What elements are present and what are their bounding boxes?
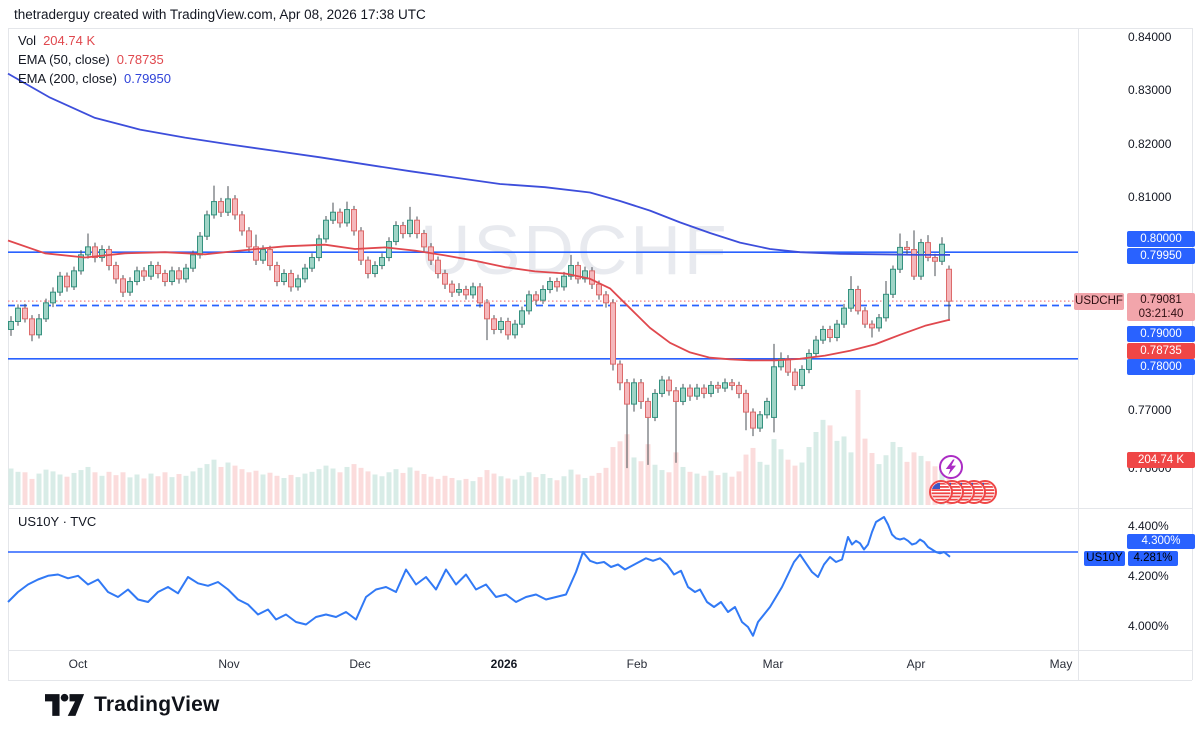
last-price-badge: 0.79081 03:21:40 — [1127, 293, 1195, 321]
ema200-label: EMA (200, close) — [18, 71, 117, 86]
ema50-price-badge: 0.78735 — [1127, 343, 1195, 359]
tradingview-logo[interactable]: TradingView — [45, 692, 220, 718]
time-label-2026: 2026 — [490, 657, 518, 671]
ema200-value: 0.79950 — [124, 71, 171, 86]
legend-item-ema200[interactable]: EMA (200, close) 0.79950 — [18, 69, 171, 88]
time-label-dec: Dec — [349, 657, 371, 671]
volume-label: Vol — [18, 33, 37, 48]
pane-separator[interactable] — [8, 508, 1192, 509]
horizontal-line-badge-079: 0.79000 — [1127, 326, 1195, 342]
chart-top-border — [8, 28, 1192, 29]
price-tick: 0.84000 — [1128, 30, 1172, 44]
time-axis-top-border — [8, 650, 1192, 651]
us10y-value-badge: 4.281% — [1128, 551, 1178, 566]
time-label-nov: Nov — [218, 657, 240, 671]
us-flag-event-icons[interactable] — [929, 480, 997, 504]
legend: Vol 204.74 K EMA (50, close) 0.78735 EMA (… — [18, 31, 171, 88]
time-label-oct: Oct — [68, 657, 88, 671]
price-tick: 0.77000 — [1128, 403, 1172, 417]
ema200-price-badge: 0.79950 — [1127, 248, 1195, 264]
volume-value: 204.74 K — [43, 33, 96, 48]
legend-item-ema50[interactable]: EMA (50, close) 0.78735 — [18, 50, 171, 69]
time-label-feb: Feb — [626, 657, 648, 671]
price-tick: 0.81000 — [1128, 190, 1172, 204]
time-label-mar: Mar — [762, 657, 784, 671]
tradingview-logo-text: TradingView — [94, 693, 220, 716]
ema50-label: EMA (50, close) — [18, 52, 110, 67]
legend-item-volume[interactable]: Vol 204.74 K — [18, 31, 171, 50]
chart-left-border — [8, 28, 9, 680]
price-tick: 0.82000 — [1128, 137, 1172, 151]
us10y-tick: 4.000% — [1128, 619, 1169, 633]
us10y-symbol-badge: US10Y — [1084, 551, 1125, 566]
time-axis-bottom-border — [8, 680, 1192, 681]
price-tick: 0.83000 — [1128, 83, 1172, 97]
us10y-tick: 4.400% — [1128, 519, 1169, 533]
time-label-may: May — [1049, 657, 1073, 671]
last-price-value: 0.79081 — [1140, 294, 1182, 306]
horizontal-line-badge-080: 0.80000 — [1127, 231, 1195, 247]
price-axis-separator — [1078, 28, 1079, 680]
us10y-pane-title[interactable]: US10Y · TVC — [18, 514, 97, 529]
horizontal-line-badge-078: 0.78000 — [1127, 359, 1195, 375]
ema50-value: 0.78735 — [116, 52, 164, 67]
time-label-apr: Apr — [906, 657, 926, 671]
volume-value-badge: 204.74 K — [1127, 452, 1195, 468]
us10y-line-badge: 4.300% — [1127, 534, 1195, 549]
symbol-name-badge: USDCHF — [1074, 293, 1124, 310]
bar-countdown: 03:21:40 — [1138, 308, 1184, 320]
tradingview-logo-icon — [45, 693, 85, 716]
attribution-text: thetraderguy created with TradingView.co… — [14, 7, 426, 22]
us10y-tick: 4.200% — [1128, 569, 1169, 583]
lightning-alert-icon[interactable] — [939, 455, 963, 479]
